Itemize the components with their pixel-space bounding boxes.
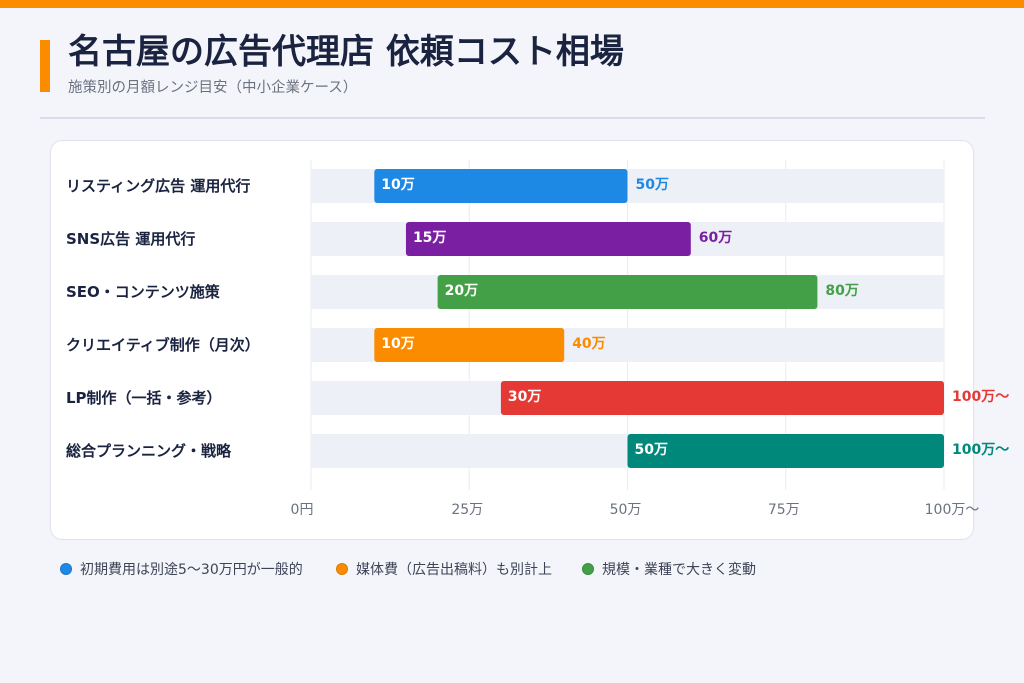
range-high-label: 40万 — [572, 336, 605, 352]
x-tick-label: 0円 — [291, 502, 314, 518]
x-tick-label: 25万 — [451, 502, 483, 518]
category-label: SNS広告 運用代行 — [66, 230, 195, 248]
range-high-label: 100万〜 — [952, 442, 1009, 458]
page-title: 名古屋の広告代理店 依頼コスト相場 — [68, 32, 624, 72]
range-bar — [437, 275, 818, 309]
category-label: リスティング広告 運用代行 — [66, 177, 250, 195]
chart-row: LP制作（一括・参考） 30万 100万〜 — [66, 381, 1009, 415]
footnote-marker — [582, 563, 594, 575]
page-subtitle: 施策別の月額レンジ目安（中小企業ケース） — [68, 80, 358, 96]
footnote-item: 規模・業種で大きく変動 — [582, 558, 756, 580]
footnote-marker — [336, 563, 348, 575]
range-bar — [627, 434, 944, 468]
category-label: SEO・コンテンツ施策 — [66, 283, 221, 301]
range-high-label: 100万〜 — [952, 389, 1009, 405]
x-tick-label: 50万 — [610, 502, 642, 518]
x-tick-label: 100万〜 — [925, 502, 980, 518]
range-low-label: 30万 — [508, 389, 541, 405]
chart-row: SNS広告 運用代行 15万 60万 — [66, 222, 944, 256]
range-low-label: 10万 — [381, 177, 414, 193]
range-bar — [374, 328, 565, 362]
chart-row: SEO・コンテンツ施策 20万 80万 — [66, 275, 944, 309]
footnote-text: 媒体費（広告出稿料）も別計上 — [356, 562, 552, 578]
footnote-marker — [60, 563, 72, 575]
range-low-label: 20万 — [445, 283, 478, 299]
footnote-item: 初期費用は別途5〜30万円が一般的 — [60, 558, 303, 580]
title-accent-bar — [40, 40, 50, 92]
range-low-label: 10万 — [381, 336, 414, 352]
header-divider — [40, 117, 985, 119]
x-axis: 0円 25万 50万 75万 100万〜 — [291, 502, 980, 518]
chart-row: リスティング広告 運用代行 10万 50万 — [66, 169, 944, 203]
range-bar — [374, 169, 628, 203]
range-bar — [500, 381, 944, 415]
x-tick-label: 75万 — [768, 502, 800, 518]
category-label: LP制作（一括・参考） — [66, 389, 222, 407]
footnote-text: 規模・業種で大きく変動 — [602, 562, 756, 578]
range-bar — [405, 222, 691, 256]
category-label: 総合プランニング・戦略 — [66, 442, 232, 460]
range-high-label: 60万 — [699, 230, 732, 246]
range-low-label: 15万 — [413, 230, 446, 246]
range-high-label: 50万 — [636, 177, 669, 193]
chart-row: 総合プランニング・戦略 50万 100万〜 — [66, 434, 1009, 468]
range-low-label: 50万 — [635, 442, 668, 458]
range-high-label: 80万 — [825, 283, 858, 299]
footnote-item: 媒体費（広告出稿料）も別計上 — [336, 558, 552, 580]
category-label: クリエイティブ制作（月次） — [66, 336, 260, 354]
footnote-text: 初期費用は別途5〜30万円が一般的 — [80, 562, 303, 578]
top-accent-bar — [0, 0, 1024, 8]
chart-row: クリエイティブ制作（月次） 10万 40万 — [66, 328, 944, 362]
